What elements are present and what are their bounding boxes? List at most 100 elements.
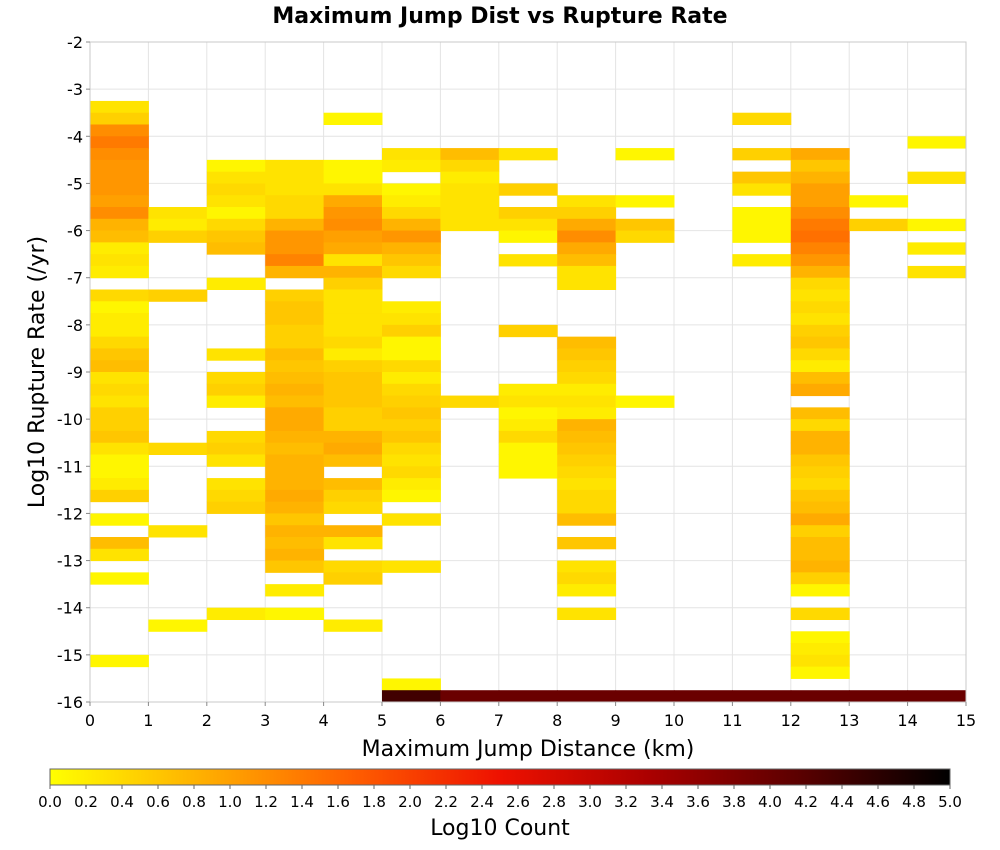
x-tick-label: 11 — [722, 711, 742, 730]
heatmap-cell — [90, 489, 149, 503]
colorbar-ticks: 0.0 0.2 0.4 0.6 0.8 1.0 1.2 1.4 1.6 1.8 2.0 2.2 2.4 2… — [38, 785, 962, 811]
y-tick-label: -15 — [57, 646, 83, 665]
heatmap-cell — [265, 383, 325, 397]
heatmap-cell — [90, 159, 149, 173]
heatmap-cell — [323, 430, 383, 444]
heatmap-cell — [148, 230, 208, 243]
heatmap-cell — [790, 171, 850, 184]
colorbar-label: Log10 Count — [430, 816, 570, 841]
x-tick-label: 10 — [664, 711, 684, 730]
heatmap-cell — [732, 171, 792, 184]
heatmap-cell — [382, 159, 441, 173]
heatmap-cell — [440, 171, 500, 184]
heatmap-cell — [790, 478, 850, 491]
heatmap-cell — [790, 442, 850, 455]
heatmap-cell — [790, 690, 850, 703]
heatmap-cell — [382, 254, 441, 267]
heatmap-cell — [90, 289, 149, 302]
heatmap-cell — [148, 207, 208, 220]
plot-area — [89, 41, 967, 703]
heatmap-cell — [206, 218, 266, 232]
heatmap-cell — [790, 489, 850, 503]
heatmap-cell — [907, 690, 967, 703]
heatmap-cell — [90, 419, 149, 432]
heatmap-cell — [206, 395, 266, 408]
heatmap-cell — [557, 489, 617, 503]
heatmap-cell — [265, 560, 325, 573]
heatmap-cell — [90, 360, 149, 373]
heatmap-cell — [557, 277, 617, 290]
heatmap-cell — [323, 218, 383, 232]
x-tick-label: 2 — [202, 711, 212, 730]
colorbar-tick-label: 3.6 — [686, 793, 710, 811]
heatmap-cell — [557, 395, 617, 408]
heatmap-cell — [323, 171, 383, 184]
heatmap-cell — [557, 430, 617, 444]
heatmap-cell — [265, 525, 325, 538]
heatmap-cell — [323, 313, 383, 326]
heatmap-cell — [206, 607, 266, 620]
heatmap-cell — [615, 195, 675, 208]
heatmap-cell — [206, 183, 266, 196]
heatmap-cell — [265, 159, 325, 173]
heatmap-cell — [90, 183, 149, 196]
heatmap-cell — [557, 584, 617, 597]
heatmap-cell — [382, 183, 441, 196]
heatmap-cell — [323, 183, 383, 196]
heatmap-cell — [90, 537, 149, 550]
heatmap-cell — [323, 324, 383, 338]
heatmap-cell — [790, 607, 850, 620]
heatmap-cell — [90, 430, 149, 444]
heatmap-cell — [498, 419, 558, 432]
colorbar-tick-label: 4.4 — [830, 793, 854, 811]
heatmap-cell — [790, 537, 850, 550]
heatmap-cell — [790, 265, 850, 279]
y-axis-label: Log10 Rupture Rate (/yr) — [25, 236, 50, 508]
heatmap-cell — [90, 136, 149, 149]
heatmap-cell — [557, 690, 617, 703]
heatmap-cell — [557, 360, 617, 373]
heatmap-cell — [440, 183, 500, 196]
x-tick-label: 14 — [897, 711, 917, 730]
heatmap-cell — [265, 419, 325, 432]
y-tick-label: -10 — [57, 410, 83, 429]
heatmap-cell — [323, 230, 383, 243]
heatmap-cell — [206, 489, 266, 503]
heatmap-cell — [382, 301, 441, 314]
heatmap-cell — [90, 148, 149, 161]
heatmap-cell — [206, 442, 266, 455]
colorbar-tick-label: 0.0 — [38, 793, 62, 811]
heatmap-cell — [323, 489, 383, 503]
heatmap-cell — [90, 265, 149, 279]
colorbar-tick-label: 2.0 — [398, 793, 422, 811]
heatmap-cell — [498, 442, 558, 455]
heatmap-cell — [382, 442, 441, 455]
heatmap-cell — [206, 277, 266, 290]
heatmap-cell — [265, 442, 325, 455]
heatmap-cell — [732, 112, 792, 125]
heatmap-cell — [90, 466, 149, 479]
heatmap-cell — [206, 230, 266, 243]
heatmap-cell — [265, 195, 325, 208]
heatmap-cell — [90, 336, 149, 349]
heatmap-cell — [382, 466, 441, 479]
heatmap-cell — [557, 478, 617, 491]
heatmap-cell — [265, 171, 325, 184]
heatmap-cell — [382, 242, 441, 255]
x-tick-label: 13 — [839, 711, 859, 730]
heatmap-cell — [498, 218, 558, 232]
heatmap-cell — [323, 254, 383, 267]
y-tick-label: -12 — [57, 504, 83, 523]
heatmap-cell — [557, 454, 617, 467]
heatmap-cell — [323, 407, 383, 420]
heatmap-cell — [265, 372, 325, 385]
colorbar-tick-label: 2.2 — [434, 793, 458, 811]
heatmap-cell — [265, 501, 325, 514]
heatmap-cell — [907, 171, 967, 184]
x-axis-ticks: 0 1 2 3 4 5 6 7 8 9 10 11 12 13 14 15 — [85, 702, 976, 730]
heatmap-cell — [90, 124, 149, 137]
heatmap-cell — [790, 277, 850, 290]
heatmap-cell — [382, 383, 441, 397]
heatmap-cell — [90, 195, 149, 208]
